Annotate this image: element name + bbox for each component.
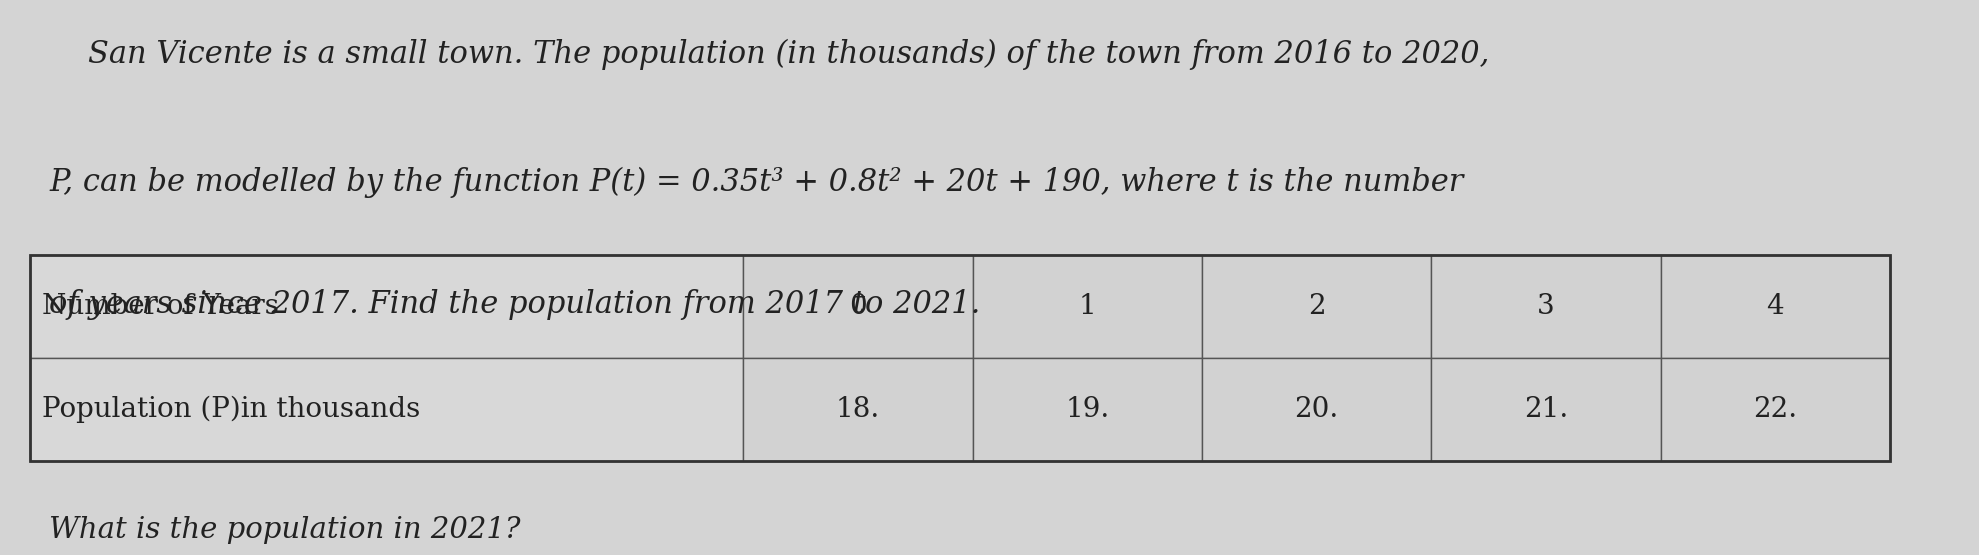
- Text: of years since 2017. Find the population from 2017 to 2021.: of years since 2017. Find the population…: [49, 289, 982, 320]
- Bar: [1431, 255, 1660, 358]
- Bar: [1201, 255, 1431, 358]
- Text: San Vicente is a small town. The population (in thousands) of the town from 2016: San Vicente is a small town. The populat…: [49, 39, 1490, 70]
- Bar: [30, 255, 744, 358]
- Text: 22.: 22.: [1753, 396, 1797, 423]
- Bar: [1660, 358, 1890, 461]
- Text: 3: 3: [1538, 293, 1555, 320]
- Text: What is the population in 2021?: What is the population in 2021?: [49, 516, 520, 544]
- Bar: [744, 255, 972, 358]
- Text: Population (P)in thousands: Population (P)in thousands: [42, 396, 420, 423]
- Text: 19.: 19.: [1065, 396, 1110, 423]
- Bar: [1660, 255, 1890, 358]
- Bar: [972, 255, 1201, 358]
- Bar: [1431, 358, 1660, 461]
- Text: 21.: 21.: [1524, 396, 1567, 423]
- Text: P, can be modelled by the function P(t) = 0.35t³ + 0.8t² + 20t + 190, where t is: P, can be modelled by the function P(t) …: [49, 166, 1464, 198]
- Bar: [744, 358, 972, 461]
- Text: 0: 0: [849, 293, 867, 320]
- Text: 2: 2: [1308, 293, 1326, 320]
- Text: 20.: 20.: [1294, 396, 1338, 423]
- Bar: [30, 255, 1890, 461]
- Bar: [1201, 358, 1431, 461]
- Text: 18.: 18.: [835, 396, 881, 423]
- Text: Number of Years: Number of Years: [42, 293, 279, 320]
- Text: 1: 1: [1079, 293, 1096, 320]
- Bar: [30, 358, 744, 461]
- Text: 4: 4: [1767, 293, 1785, 320]
- Bar: [972, 358, 1201, 461]
